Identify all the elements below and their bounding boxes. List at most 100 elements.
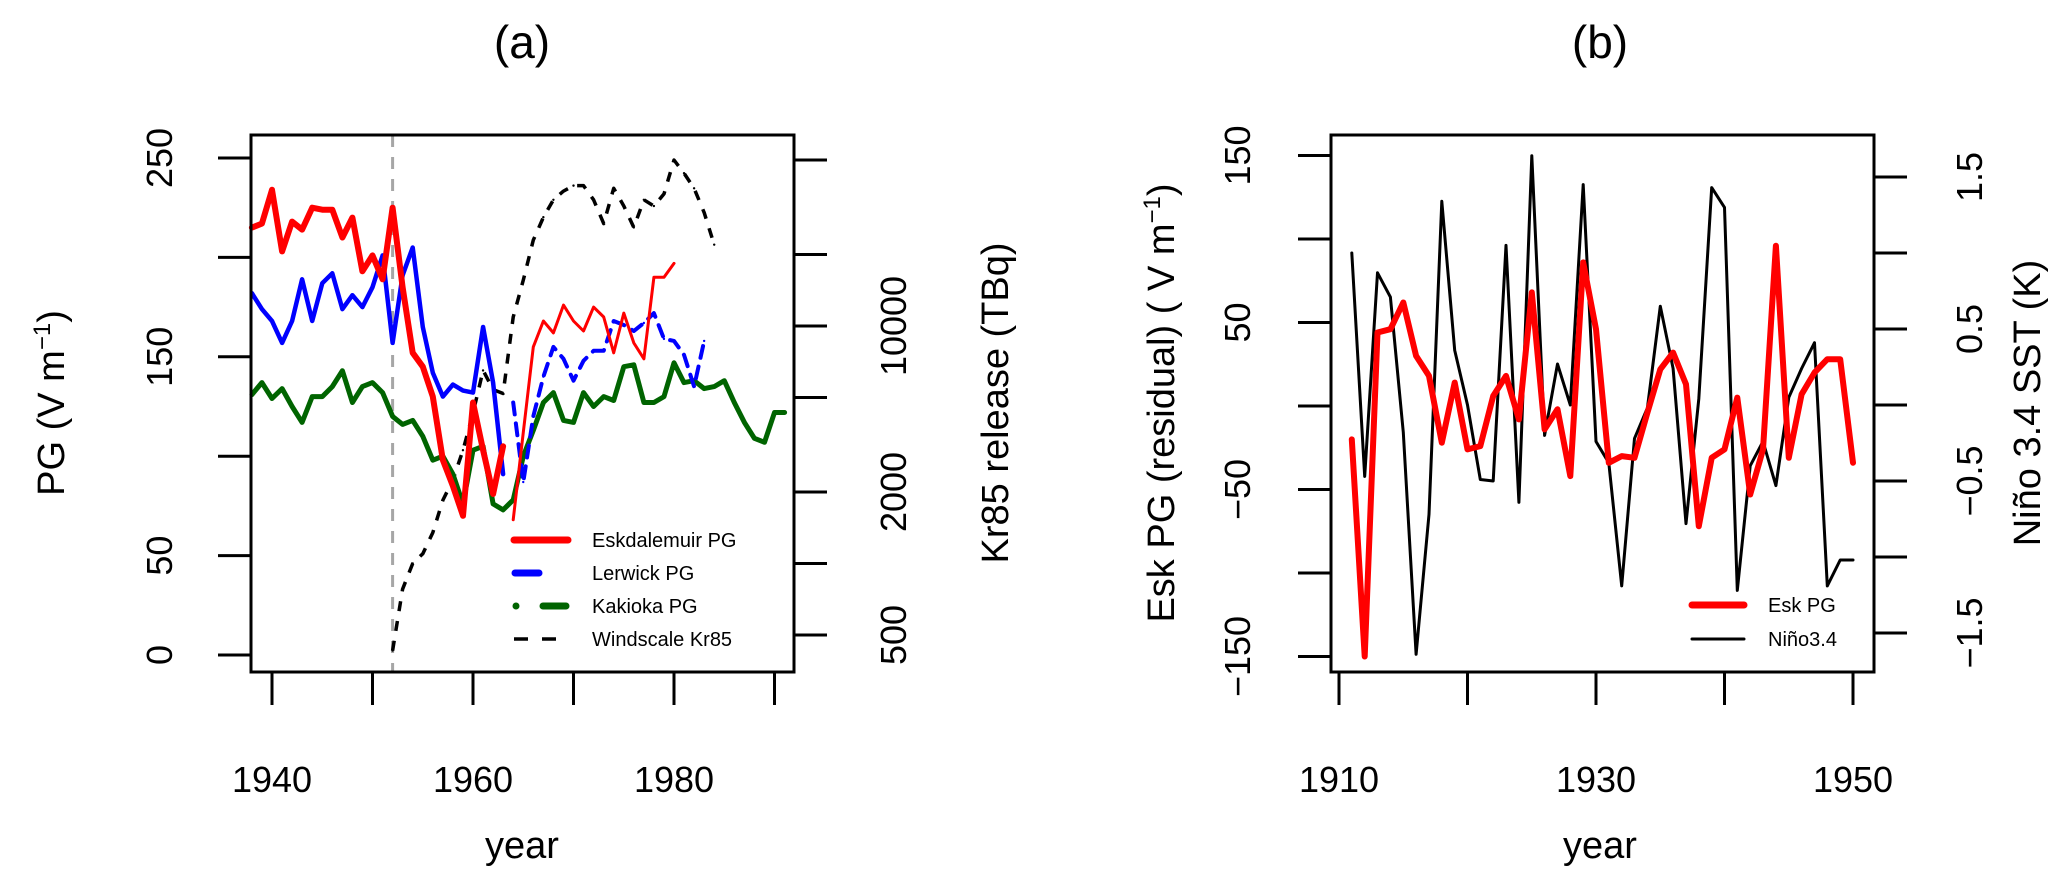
data-point xyxy=(461,389,465,392)
panel-a-ylabel-sup: −1 xyxy=(29,323,56,350)
data-point xyxy=(411,351,414,355)
data-point xyxy=(622,204,625,208)
y2-tick-label: −0.5 xyxy=(1949,445,1990,516)
data-point xyxy=(582,391,585,394)
data-point xyxy=(622,311,625,315)
y-tick-label: 0 xyxy=(139,645,180,665)
data-point xyxy=(1620,454,1623,458)
data-point xyxy=(1440,200,1444,203)
data-point xyxy=(612,351,615,355)
data-point xyxy=(361,385,364,388)
panel-a-y-axis: 0 50 150 250 xyxy=(139,128,251,665)
data-point xyxy=(411,419,414,422)
data-point xyxy=(1556,362,1559,366)
data-point xyxy=(381,278,384,281)
data-point xyxy=(562,419,565,422)
data-point xyxy=(512,401,515,404)
data-point xyxy=(431,458,434,462)
data-point xyxy=(1851,558,1855,562)
data-point xyxy=(391,415,394,418)
data-point xyxy=(270,188,274,192)
data-point xyxy=(1556,408,1559,411)
data-point xyxy=(421,325,424,329)
data-point xyxy=(622,323,625,327)
data-point xyxy=(260,222,264,225)
data-point xyxy=(1427,374,1431,378)
panel-a-title: (a) xyxy=(494,16,550,68)
data-point xyxy=(331,208,334,211)
data-point xyxy=(491,492,495,496)
panel-a-x-axis: 1940 1960 1980 xyxy=(232,672,776,800)
data-point xyxy=(532,238,535,242)
legend-swatch xyxy=(512,602,520,610)
data-point xyxy=(1517,418,1521,421)
y-tick-label: 150 xyxy=(1217,125,1258,185)
data-point xyxy=(311,206,314,209)
data-point xyxy=(682,171,686,175)
data-point xyxy=(1479,444,1482,448)
data-point xyxy=(1389,327,1392,331)
series-line-windscale-kr85 xyxy=(390,158,716,651)
data-point xyxy=(552,331,555,335)
panel-a-series xyxy=(248,158,788,652)
data-point xyxy=(572,319,575,323)
data-point xyxy=(632,341,635,345)
data-point xyxy=(270,319,274,323)
data-point xyxy=(1350,251,1354,255)
x-tick-label: 1980 xyxy=(634,759,714,800)
data-point xyxy=(321,208,324,211)
data-point xyxy=(682,353,686,357)
data-point xyxy=(642,357,646,360)
data-point xyxy=(290,220,294,223)
data-point xyxy=(311,395,314,398)
data-point xyxy=(371,286,374,289)
x-tick-label: 1940 xyxy=(232,759,312,800)
data-point xyxy=(1581,183,1585,186)
data-point xyxy=(1736,396,1739,399)
data-point xyxy=(1427,513,1431,516)
data-point xyxy=(481,449,485,452)
y-tick-label: 50 xyxy=(139,536,180,576)
data-point xyxy=(1620,584,1623,588)
panel-a-ylabel: PG (V m−1) xyxy=(29,310,73,496)
data-point xyxy=(632,363,635,366)
data-point xyxy=(743,421,746,424)
data-point xyxy=(1569,403,1572,407)
data-point xyxy=(1774,484,1778,487)
data-point xyxy=(421,552,424,555)
data-point xyxy=(481,369,485,372)
data-point xyxy=(391,206,394,209)
data-point xyxy=(1800,393,1803,396)
data-point xyxy=(280,341,284,345)
series-line-eskdalemuir-pg xyxy=(511,261,676,522)
data-point xyxy=(1826,358,1829,361)
series-line-nino34 xyxy=(1350,154,1855,656)
data-point xyxy=(592,349,595,353)
y-tick-label: 250 xyxy=(139,128,180,188)
data-point xyxy=(300,278,304,281)
data-point xyxy=(1492,394,1495,398)
data-point xyxy=(491,381,495,384)
data-point xyxy=(481,325,485,329)
data-point xyxy=(411,246,414,249)
legend-label: Niño3.4 xyxy=(1768,629,1837,651)
data-point xyxy=(552,391,555,394)
data-point xyxy=(431,395,434,398)
data-point xyxy=(300,228,304,231)
data-point xyxy=(501,445,505,448)
data-point xyxy=(542,216,545,219)
data-point xyxy=(773,411,776,414)
data-point xyxy=(1851,461,1855,464)
data-point xyxy=(1569,474,1572,478)
data-point xyxy=(702,387,706,390)
data-point xyxy=(1466,403,1469,407)
panel-a-xlabel: year xyxy=(485,825,559,867)
data-point xyxy=(451,383,455,386)
data-point xyxy=(1504,244,1508,247)
data-point xyxy=(672,361,676,364)
data-point xyxy=(290,405,294,408)
data-point xyxy=(672,262,676,265)
data-point xyxy=(1646,411,1649,414)
data-point xyxy=(753,437,756,440)
